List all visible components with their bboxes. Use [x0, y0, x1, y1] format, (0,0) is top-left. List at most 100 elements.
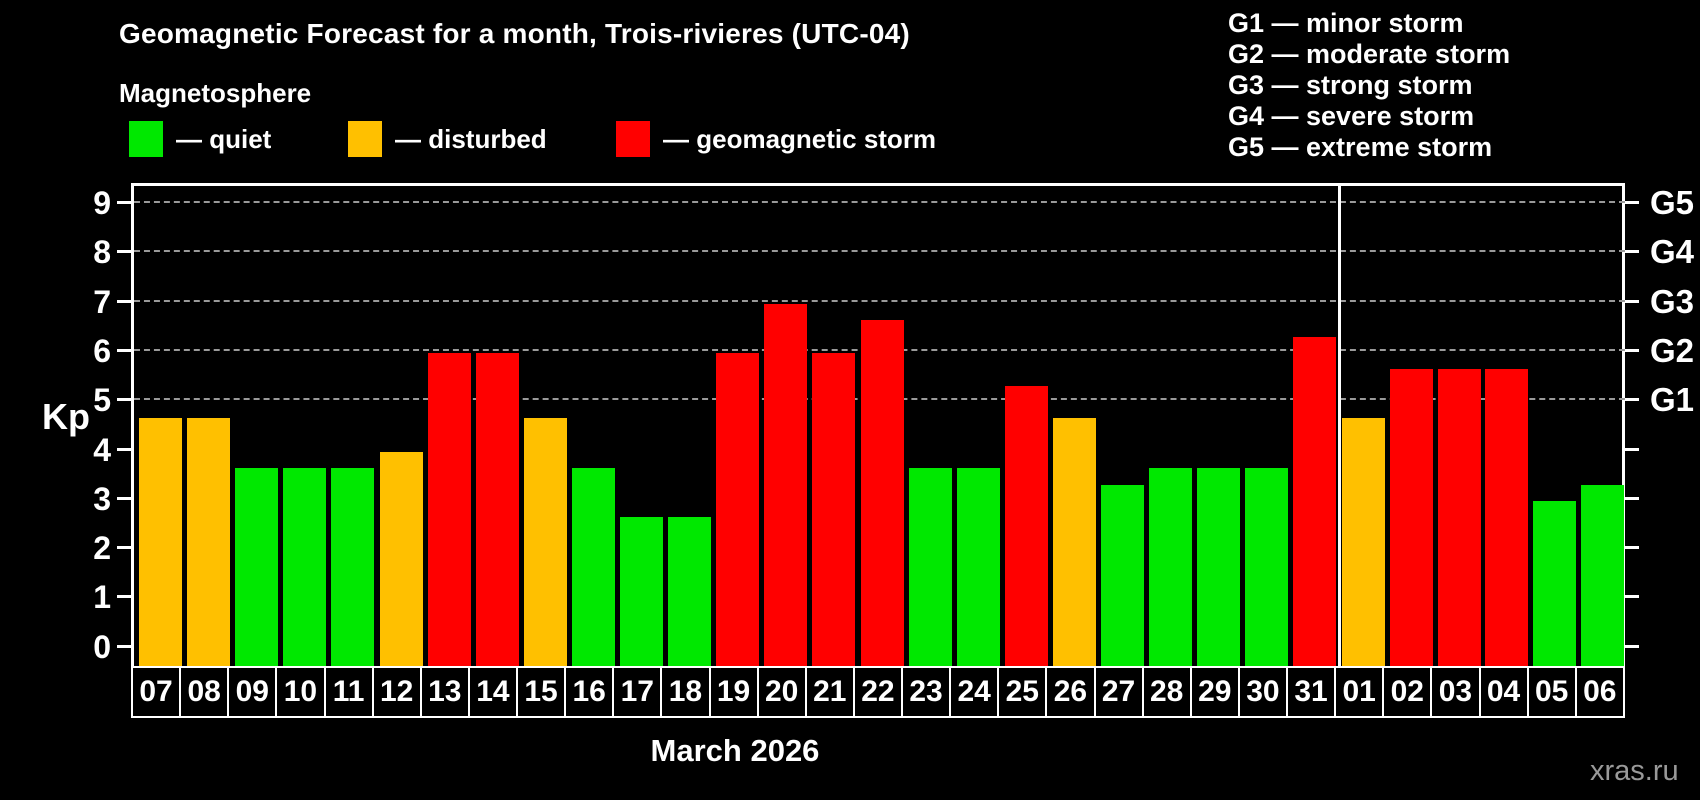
kp-bar-21	[812, 352, 856, 666]
kp-bar-04	[1485, 369, 1529, 666]
date-cell-20: 20	[756, 666, 807, 718]
right-tick	[1625, 299, 1639, 303]
left-tick	[117, 348, 131, 352]
date-cell-25: 25	[997, 666, 1048, 718]
kp-bar-11	[331, 467, 375, 666]
right-tick	[1625, 595, 1639, 599]
y-tick-label-1: 1	[93, 579, 111, 616]
kp-bar-06	[1581, 484, 1624, 666]
kp-bar-09	[235, 467, 279, 666]
y-axis-label: Kp	[42, 396, 90, 437]
date-cell-11: 11	[323, 666, 374, 718]
disturbed-swatch-icon	[348, 121, 382, 157]
plot-area: 0 1 2 3 4 5 6 7 8 9 G1 G2 G3 G4 G5	[93, 183, 1694, 666]
right-tick	[1625, 496, 1639, 500]
date-cell-28: 28	[1141, 666, 1192, 718]
date-cell-22: 22	[852, 666, 903, 718]
g-legend-line: G1 — minor storm	[1228, 8, 1464, 38]
kp-bar-02	[1389, 369, 1433, 666]
kp-bar-24	[956, 467, 1000, 666]
left-tick	[117, 201, 131, 204]
y-tick-label-4: 4	[93, 431, 111, 468]
g-legend-line: G3 — strong storm	[1228, 70, 1473, 100]
date-cell-31: 31	[1286, 666, 1337, 718]
kp-bar-29	[1197, 467, 1241, 666]
kp-bar-08	[187, 418, 231, 666]
date-cell-29: 29	[1189, 666, 1240, 718]
date-cell-21: 21	[804, 666, 855, 718]
kp-bar-17	[620, 517, 663, 666]
storm-swatch-icon	[616, 121, 650, 157]
left-tick	[117, 644, 131, 648]
kp-bar-25	[1004, 385, 1048, 666]
date-cell-23: 23	[901, 666, 952, 718]
right-tick	[1625, 250, 1639, 254]
date-cell-30: 30	[1237, 666, 1288, 718]
right-axis-label-G4: G4	[1650, 233, 1695, 271]
gridline-kp8	[134, 250, 1625, 253]
y-tick-label-9: 9	[93, 185, 111, 221]
kp-bar-20	[764, 303, 808, 666]
kp-bar-01	[1342, 418, 1385, 666]
y-tick-label-6: 6	[93, 332, 111, 369]
date-cell-04: 04	[1478, 666, 1529, 718]
x-axis-date-row: 07 08 09 10 11 12 13 14 15 16 17 18 19 20 21 22 23 24 25 26…	[131, 666, 1625, 718]
legend-label: — disturbed	[395, 123, 547, 154]
date-cell-14: 14	[467, 666, 518, 718]
kp-bar-27	[1101, 484, 1144, 666]
left-tick	[117, 299, 131, 303]
gridline-kp9	[134, 201, 1625, 203]
legend-label: — quiet	[176, 123, 272, 154]
date-cell-07: 07	[131, 666, 182, 718]
right-axis-label-G3: G3	[1650, 282, 1695, 320]
left-tick	[117, 496, 131, 500]
watermark: xras.ru	[1590, 755, 1679, 787]
kp-bar-23	[908, 467, 952, 666]
left-tick	[117, 595, 131, 599]
magnetosphere-label: Magnetosphere	[119, 78, 312, 108]
g-legend-line: G2 — moderate storm	[1228, 39, 1511, 69]
kp-bar-13	[427, 352, 471, 666]
kp-bar-07	[139, 418, 182, 666]
date-cell-18: 18	[660, 666, 711, 718]
left-tick	[117, 398, 131, 402]
right-axis-label-G5: G5	[1650, 184, 1695, 221]
y-tick-label-0: 0	[93, 628, 111, 665]
y-tick-label-5: 5	[93, 382, 111, 419]
date-cell-08: 08	[179, 666, 230, 718]
right-axis-label-G2: G2	[1650, 331, 1695, 369]
right-axis-label-G1: G1	[1650, 381, 1695, 419]
quiet-swatch-icon	[129, 121, 163, 157]
date-cell-10: 10	[275, 666, 326, 718]
date-cell-02: 02	[1382, 666, 1433, 718]
g-legend-line: G5 — extreme storm	[1228, 132, 1493, 162]
kp-bar-16	[571, 467, 615, 666]
right-tick	[1625, 398, 1639, 402]
kp-bar-19	[716, 352, 760, 666]
date-cell-03: 03	[1430, 666, 1481, 718]
date-cell-06: 06	[1574, 666, 1625, 718]
legend-item-quiet: — quiet	[129, 121, 271, 157]
legend-item-storm: — geomagnetic storm	[616, 121, 936, 157]
date-cell-17: 17	[612, 666, 663, 718]
right-tick	[1625, 546, 1639, 550]
date-cell-26: 26	[1045, 666, 1096, 718]
legend-label: — geomagnetic storm	[663, 123, 937, 154]
y-tick-label-3: 3	[93, 480, 111, 517]
date-cell-12: 12	[371, 666, 422, 718]
y-tick-label-7: 7	[93, 283, 111, 320]
date-cell-05: 05	[1526, 666, 1577, 718]
date-cell-13: 13	[419, 666, 470, 718]
kp-bar-30	[1245, 467, 1289, 666]
kp-bar-28	[1149, 467, 1193, 666]
kp-bar-14	[475, 352, 519, 666]
legend-item-disturbed: — disturbed	[348, 121, 547, 157]
y-tick-label-2: 2	[93, 530, 111, 567]
kp-bar-31	[1293, 336, 1337, 666]
left-tick	[117, 546, 131, 550]
date-cell-01: 01	[1334, 666, 1385, 718]
kp-bar-05	[1533, 500, 1577, 666]
date-cell-15: 15	[516, 666, 567, 718]
date-cell-19: 19	[708, 666, 759, 718]
